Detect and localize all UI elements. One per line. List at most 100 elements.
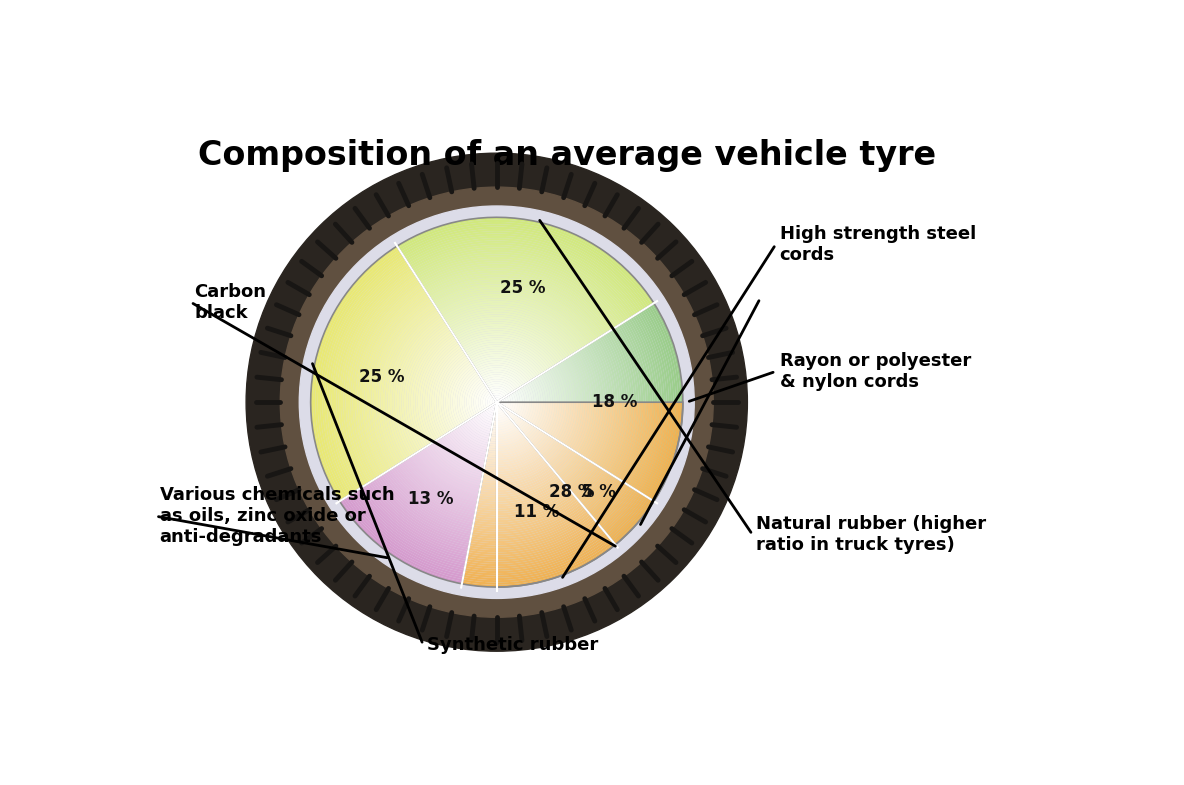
Wedge shape	[423, 266, 612, 330]
Wedge shape	[564, 458, 587, 484]
Wedge shape	[609, 330, 631, 474]
Wedge shape	[493, 402, 517, 423]
Wedge shape	[538, 375, 548, 429]
Wedge shape	[497, 436, 527, 448]
Wedge shape	[329, 261, 408, 491]
Wedge shape	[367, 483, 469, 552]
Wedge shape	[472, 402, 628, 531]
Wedge shape	[489, 406, 495, 411]
Wedge shape	[497, 407, 503, 411]
Wedge shape	[496, 402, 501, 407]
Wedge shape	[605, 493, 642, 534]
Wedge shape	[497, 524, 599, 561]
Wedge shape	[493, 398, 495, 405]
Wedge shape	[408, 457, 477, 504]
Wedge shape	[489, 402, 536, 441]
Wedge shape	[468, 349, 542, 375]
Wedge shape	[543, 371, 555, 433]
Wedge shape	[425, 341, 459, 440]
Wedge shape	[614, 327, 638, 478]
Wedge shape	[322, 256, 405, 495]
Wedge shape	[404, 324, 448, 451]
Wedge shape	[495, 400, 497, 403]
Wedge shape	[487, 384, 513, 393]
Wedge shape	[605, 333, 628, 472]
Wedge shape	[489, 402, 539, 444]
Wedge shape	[438, 353, 466, 433]
Wedge shape	[487, 402, 553, 458]
Wedge shape	[484, 402, 565, 469]
Wedge shape	[476, 402, 606, 511]
Text: 25 %: 25 %	[359, 367, 405, 385]
Wedge shape	[646, 307, 676, 498]
Wedge shape	[491, 405, 496, 409]
Wedge shape	[510, 414, 516, 420]
Wedge shape	[349, 494, 464, 572]
Wedge shape	[456, 427, 488, 450]
Wedge shape	[527, 427, 538, 440]
Wedge shape	[578, 470, 606, 502]
Wedge shape	[471, 356, 536, 378]
Wedge shape	[498, 400, 501, 405]
Wedge shape	[443, 303, 581, 350]
Wedge shape	[581, 473, 611, 506]
Wedge shape	[574, 466, 600, 497]
Wedge shape	[497, 517, 593, 553]
Wedge shape	[560, 455, 584, 480]
Wedge shape	[476, 402, 609, 513]
Wedge shape	[585, 345, 604, 459]
Wedge shape	[488, 394, 493, 407]
Wedge shape	[497, 418, 511, 425]
Wedge shape	[379, 475, 471, 539]
Wedge shape	[320, 254, 404, 496]
Wedge shape	[463, 402, 678, 582]
Wedge shape	[463, 340, 549, 370]
Wedge shape	[380, 305, 436, 464]
Wedge shape	[497, 490, 571, 518]
Wedge shape	[352, 493, 465, 570]
Wedge shape	[552, 448, 572, 470]
Wedge shape	[596, 485, 630, 524]
Wedge shape	[477, 402, 599, 504]
Wedge shape	[497, 445, 534, 460]
Wedge shape	[635, 314, 662, 490]
Wedge shape	[487, 402, 548, 453]
Wedge shape	[632, 316, 659, 489]
Wedge shape	[387, 311, 439, 460]
Wedge shape	[430, 345, 462, 438]
Wedge shape	[427, 444, 482, 482]
Wedge shape	[404, 229, 644, 311]
Wedge shape	[373, 479, 470, 546]
Wedge shape	[612, 498, 652, 543]
Wedge shape	[440, 356, 468, 432]
Wedge shape	[440, 298, 585, 348]
Wedge shape	[353, 281, 420, 479]
Wedge shape	[419, 259, 618, 327]
Wedge shape	[558, 453, 579, 477]
Wedge shape	[403, 460, 476, 511]
Wedge shape	[470, 402, 641, 546]
Wedge shape	[497, 404, 500, 407]
Wedge shape	[497, 433, 523, 444]
Text: Rayon or polyester
& nylon cords: Rayon or polyester & nylon cords	[779, 352, 971, 391]
Text: High strength steel
cords: High strength steel cords	[779, 225, 976, 264]
Wedge shape	[448, 312, 573, 355]
Wedge shape	[509, 412, 514, 418]
Wedge shape	[516, 389, 522, 416]
Wedge shape	[567, 356, 583, 448]
Wedge shape	[477, 402, 604, 509]
Wedge shape	[497, 539, 612, 582]
Wedge shape	[469, 379, 483, 417]
Wedge shape	[497, 462, 548, 483]
Wedge shape	[451, 316, 570, 358]
Wedge shape	[497, 479, 562, 504]
Wedge shape	[416, 252, 624, 323]
Wedge shape	[324, 257, 406, 494]
Wedge shape	[497, 417, 510, 423]
Wedge shape	[465, 402, 667, 571]
Wedge shape	[535, 434, 549, 451]
Wedge shape	[363, 485, 468, 557]
Wedge shape	[497, 470, 554, 492]
Text: Carbon
black: Carbon black	[194, 283, 266, 322]
Wedge shape	[478, 367, 526, 385]
